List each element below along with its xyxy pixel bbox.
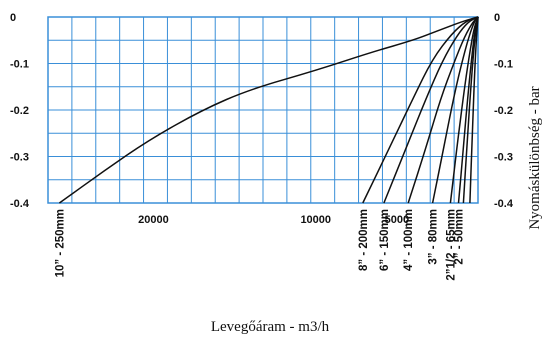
curve-line xyxy=(457,16,479,204)
plot-frame xyxy=(47,16,479,204)
y-tick-label-right: -0.4 xyxy=(494,198,514,210)
x-tick-label: 10000 xyxy=(300,214,331,226)
curve-line xyxy=(462,16,479,204)
curve-line xyxy=(383,16,479,204)
pipe-size-labels: 10” - 250mm 8” - 200mm 6” - 150mm 4” - 100m… xyxy=(54,209,465,281)
x-tick-labels: 20000 10000 5000 xyxy=(138,214,409,226)
y-tick-labels-left: 0 -0.1 -0.2 -0.3 -0.4 xyxy=(10,12,30,210)
curves xyxy=(58,16,479,204)
curve-line xyxy=(58,16,479,204)
pipe-size-label: 3” - 80mm xyxy=(428,209,440,265)
pipe-size-label: 8” - 200mm xyxy=(358,209,370,271)
pipe-size-label: 4” - 100mm xyxy=(403,209,415,271)
y-tick-label-left: -0.4 xyxy=(10,198,30,210)
x-tick-label: 5000 xyxy=(385,214,409,226)
y-tick-label-right: -0.1 xyxy=(494,59,513,71)
pipe-size-label: 6” - 150mm xyxy=(379,209,391,271)
y-axis-title: Nyomáskülönbség - bar xyxy=(527,86,543,229)
grid xyxy=(47,16,479,204)
x-axis-title: Levegőáram - m3/h xyxy=(211,319,330,335)
curve-line xyxy=(362,16,479,204)
y-tick-label-left: -0.1 xyxy=(10,59,29,71)
curve-line xyxy=(449,16,479,204)
pipe-size-label: 10” - 250mm xyxy=(54,209,66,277)
y-tick-label-right: 0 xyxy=(494,12,500,24)
curve-line xyxy=(407,16,479,204)
y-tick-label-right: -0.2 xyxy=(494,105,513,117)
y-tick-label-left: -0.3 xyxy=(10,152,29,164)
x-tick-label: 20000 xyxy=(138,214,169,226)
curve-line xyxy=(431,16,479,204)
y-tick-label-right: -0.3 xyxy=(494,152,513,164)
y-tick-label-left: 0 xyxy=(10,12,16,24)
y-tick-labels-right: 0 -0.1 -0.2 -0.3 -0.4 xyxy=(494,12,514,210)
pipe-size-label: 2”1/2 - 65mm xyxy=(445,209,457,281)
y-tick-label-left: -0.2 xyxy=(10,105,29,117)
curve-line xyxy=(469,16,479,204)
pipe-size-label: 2” - 50mm xyxy=(454,209,466,265)
